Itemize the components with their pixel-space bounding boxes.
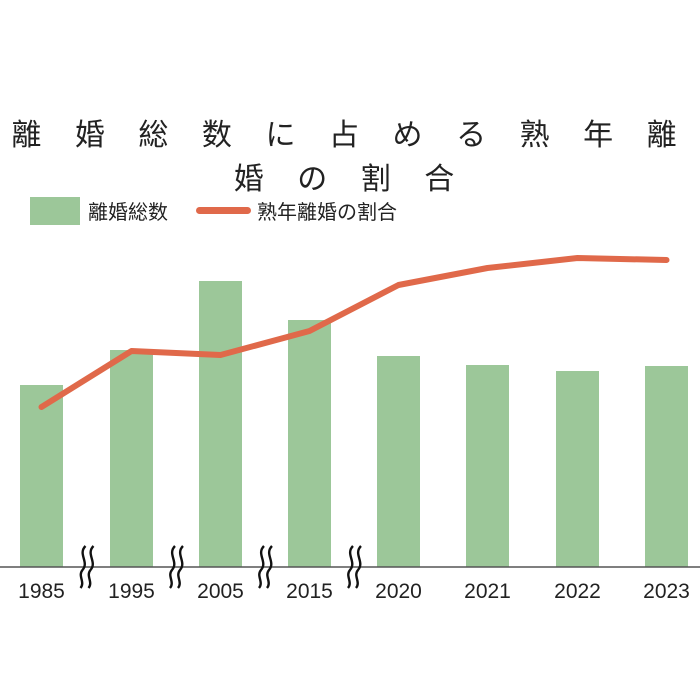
axis-break-icon <box>176 545 184 589</box>
bar-2022 <box>556 371 599 567</box>
bar-1995 <box>110 350 153 567</box>
bar-1985 <box>20 385 63 567</box>
legend-bar-label: 離婚総数 <box>88 200 168 224</box>
x-tick-label: 2022 <box>554 580 601 603</box>
legend-line-label: 熟年離婚の割合 <box>257 200 397 224</box>
legend-bar-swatch <box>30 196 80 225</box>
chart-title: 離 婚 総 数 に 占 め る 熟 年 離 婚 の 割 合 <box>11 118 689 197</box>
x-tick-label: 2015 <box>286 580 333 603</box>
axis-break-icon <box>265 545 273 589</box>
bar-2015 <box>288 320 331 567</box>
x-tick-label: 2023 <box>643 580 690 603</box>
bar-2005 <box>199 281 242 567</box>
bar-2020 <box>377 356 420 567</box>
axis-break-icon <box>257 545 265 589</box>
x-tick-label: 1995 <box>108 580 155 603</box>
ratio-line <box>38 255 670 410</box>
axis-break-icon <box>168 545 176 589</box>
axis-break-icon <box>346 545 354 589</box>
x-tick-label: 2020 <box>375 580 422 603</box>
axis-break-icon <box>79 545 87 589</box>
axis-break-icon <box>87 545 95 589</box>
x-tick-label: 1985 <box>18 580 65 603</box>
x-tick-label: 2021 <box>464 580 511 603</box>
bar-2023 <box>645 366 688 567</box>
legend: 離婚総数 熟年離婚の割合 <box>30 196 397 225</box>
axis-break-icon <box>354 545 362 589</box>
legend-line-swatch <box>196 207 251 214</box>
bar-2021 <box>466 365 509 567</box>
x-tick-label: 2005 <box>197 580 244 603</box>
